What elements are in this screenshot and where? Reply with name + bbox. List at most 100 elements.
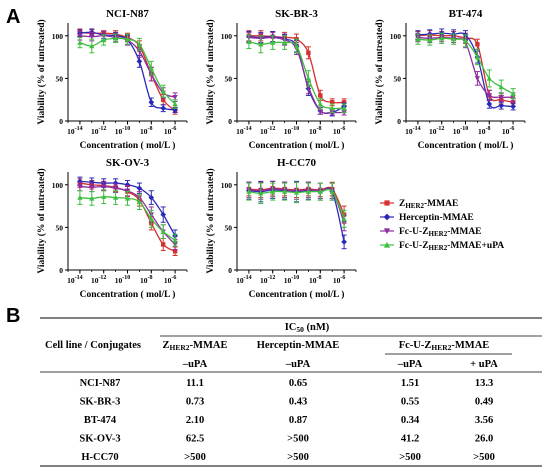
row-header: Cell line / Conjugates xyxy=(45,340,141,351)
subheader-fcu-plus: + uPA xyxy=(470,359,498,370)
data-point xyxy=(510,91,516,96)
x-tick-label: 10-10 xyxy=(284,126,300,136)
table-cell-value: 3.56 xyxy=(475,415,493,426)
y-axis-label: Viability (% of untreated) xyxy=(205,19,216,124)
chart-h-cc70: H-CC70 0 50 100 10-14 10-12 10-10 10-8 10-6 Conce… xyxy=(205,157,357,300)
chart-title: NCI-N87 xyxy=(106,8,149,20)
table-row: SK-BR-3 0.73 0.43 0.55 0.49 xyxy=(80,397,494,408)
table-cell-cell-line: NCI-N87 xyxy=(80,378,121,389)
data-point xyxy=(101,194,107,199)
x-tick-label: 10-12 xyxy=(260,126,276,136)
x-tick-label: 10-6 xyxy=(164,126,177,136)
data-point xyxy=(148,216,154,222)
data-point xyxy=(329,105,335,111)
x-tick-label: 10-10 xyxy=(284,275,300,285)
data-point xyxy=(124,36,131,42)
data-point xyxy=(258,41,264,47)
data-point xyxy=(341,239,347,245)
table-cell-value: 1.51 xyxy=(401,378,419,389)
chart-title: H-CC70 xyxy=(277,157,317,169)
data-point xyxy=(172,249,178,254)
data-point xyxy=(498,94,504,100)
x-axis-label: Concentration ( mol/L ) xyxy=(80,289,176,300)
col-header-herceptin: Herceptin-MMAE xyxy=(257,340,340,351)
data-point xyxy=(77,194,83,200)
data-point xyxy=(160,88,166,94)
data-point xyxy=(510,103,516,110)
data-point xyxy=(281,188,288,194)
subheader-herceptin: –uPA xyxy=(285,359,311,370)
data-point xyxy=(341,100,347,105)
series-4 xyxy=(415,32,516,100)
data-point xyxy=(450,36,457,42)
data-point xyxy=(88,179,95,186)
legend-label: ZHER2-MMAE xyxy=(399,199,458,210)
data-point xyxy=(305,188,312,194)
data-point xyxy=(281,39,288,45)
y-tick-label: 100 xyxy=(390,32,402,41)
data-point xyxy=(89,195,95,201)
data-point xyxy=(439,35,445,41)
chart-title: BT-474 xyxy=(449,8,483,20)
table-cell-value: 0.49 xyxy=(475,397,493,408)
y-axis-label: Viability (% of untreated) xyxy=(374,19,385,124)
data-point xyxy=(89,34,95,40)
data-point xyxy=(498,84,504,90)
data-point xyxy=(415,36,421,42)
charts: NCI-N87 0 50 100 10-14 10-12 10-10 10-8 10-6 Conc… xyxy=(36,8,526,300)
y-tick-label: 50 xyxy=(56,223,64,232)
panel-a-label: A xyxy=(6,6,20,28)
y-tick-label: 0 xyxy=(59,266,63,275)
x-tick-label: 10-14 xyxy=(405,126,421,136)
table-cell-value: 0.65 xyxy=(289,378,307,389)
series-4 xyxy=(77,33,178,109)
table-row: BT-474 2.10 0.87 0.34 3.56 xyxy=(84,415,493,426)
table-cell-value: >500 xyxy=(399,452,421,463)
table-row: SK-OV-3 62.5 >500 41.2 26.0 xyxy=(79,434,493,445)
data-point xyxy=(317,108,323,114)
data-point xyxy=(498,102,505,109)
legend-item: Herceptin-MMAE xyxy=(380,213,474,223)
subheader-fcu-minus: –uPA xyxy=(397,359,423,370)
legend-label: Fc-U-ZHER2-MMAE+uPA xyxy=(399,241,504,252)
data-point xyxy=(77,184,83,190)
data-point xyxy=(160,229,166,234)
table-cell-value: 13.3 xyxy=(475,378,493,389)
x-tick-label: 10-8 xyxy=(309,126,322,136)
y-tick-label: 100 xyxy=(52,181,64,190)
x-tick-label: 10-8 xyxy=(478,126,491,136)
data-point xyxy=(510,100,516,105)
y-tick-label: 50 xyxy=(56,74,64,83)
data-point xyxy=(136,185,143,192)
y-axis-label: Viability (% of untreated) xyxy=(205,168,216,273)
ic50-table: IC50 (nM) Cell line / Conjugates ZHER2-M… xyxy=(40,317,542,467)
legend-item: ZHER2-MMAE xyxy=(380,199,458,210)
y-tick-label: 100 xyxy=(221,32,233,41)
col-header-zher2: ZHER2-MMAE xyxy=(163,340,228,352)
table-cell-cell-line: SK-BR-3 xyxy=(80,397,121,408)
data-point xyxy=(486,75,492,81)
data-point xyxy=(474,54,481,60)
table-cell-value: 26.0 xyxy=(475,434,493,445)
data-point xyxy=(124,181,131,188)
x-tick-label: 10-14 xyxy=(67,275,83,285)
data-point xyxy=(318,93,323,98)
chart-bt-474: BT-474 0 50 100 10-14 10-12 10-10 10-8 10-6 Conce… xyxy=(374,8,526,151)
data-point xyxy=(270,39,276,45)
data-point xyxy=(486,93,492,99)
x-tick-label: 10-12 xyxy=(91,126,107,136)
x-tick-label: 10-6 xyxy=(164,275,177,285)
x-tick-label: 10-8 xyxy=(140,275,153,285)
table-cell-value: 41.2 xyxy=(401,434,419,445)
col-header-fcu: Fc-U-ZHER2-MMAE xyxy=(399,340,490,352)
data-point xyxy=(112,185,119,191)
data-point xyxy=(172,237,178,243)
data-point xyxy=(427,37,433,43)
data-point xyxy=(160,105,167,112)
x-tick-label: 10-10 xyxy=(115,275,131,285)
legend-item: Fc-U-ZHER2-MMAE+uPA xyxy=(380,241,504,252)
panel-b-label: B xyxy=(6,305,20,327)
subheader-zher2: –uPA xyxy=(182,359,208,370)
table-cell-value: 62.5 xyxy=(186,434,204,445)
data-point xyxy=(112,194,119,200)
